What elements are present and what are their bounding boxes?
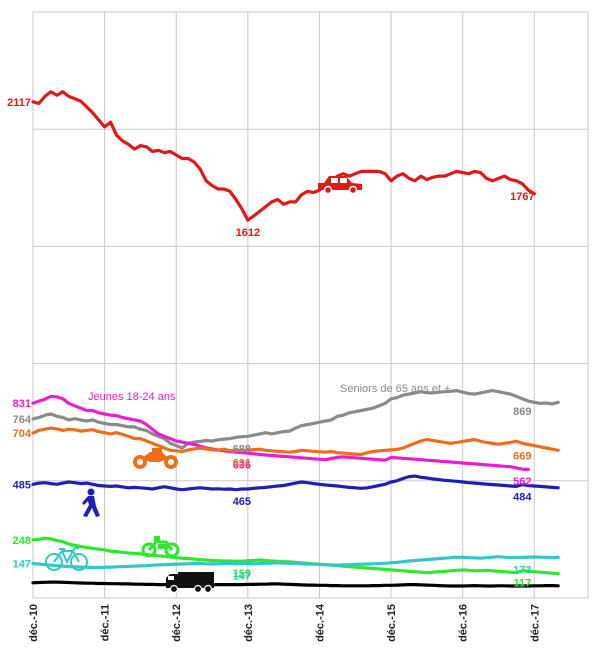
vehicle-icons: [45, 176, 362, 594]
series-line: [31, 474, 560, 492]
series-name: Jeunes 18-24 ans: [88, 391, 176, 403]
series-lines: [31, 90, 560, 588]
motorcycle-icon: [133, 448, 178, 469]
x-tick-label: déc.-14: [314, 603, 326, 642]
point-label: 485: [13, 479, 31, 491]
series-line: [31, 394, 530, 472]
point-label: 117: [513, 578, 531, 590]
x-axis-ticks: déc.-10 déc.-11 déc.-12 déc.-13 déc.-14 déc.-…: [28, 603, 541, 642]
series-line: [31, 426, 560, 457]
x-tick-label: déc.-16: [458, 604, 470, 642]
point-label: 1612: [236, 227, 260, 239]
series-line: [31, 90, 536, 222]
point-label: 147: [233, 571, 251, 583]
x-tick-label: déc.-13: [243, 604, 255, 642]
point-label: 764: [13, 414, 32, 426]
point-label: 147: [13, 559, 31, 571]
point-label: 2117: [7, 97, 31, 109]
truck-icon: [166, 572, 214, 594]
point-label: 636: [233, 460, 251, 472]
chart-grid: [32, 11, 589, 599]
point-label: 465: [233, 496, 251, 508]
point-label: 669: [513, 450, 531, 462]
series-names: Seniors de 65 ans et + Jeunes 18-24 ans: [88, 383, 450, 403]
x-tick-label: déc.-11: [100, 604, 112, 641]
point-label: 831: [13, 398, 31, 410]
point-label: 159: [233, 568, 251, 580]
bicycle-icon: [45, 547, 88, 571]
car-icon: [318, 176, 362, 195]
pedestrian-icon: [82, 488, 100, 517]
point-label: 631: [233, 457, 251, 469]
point-label: 1767: [510, 191, 534, 203]
point-label: 248: [13, 535, 31, 547]
x-tick-label: déc.-15: [386, 604, 398, 642]
x-tick-label: déc.-17: [529, 604, 541, 642]
x-tick-label: déc.-12: [171, 604, 183, 642]
x-tick-label: déc.-10: [28, 604, 40, 642]
point-label: 704: [13, 428, 32, 440]
point-label: 173: [513, 564, 531, 576]
point-labels: 2117 1612 1767 764 688 869 831 636 562 704 631 669 4…: [7, 97, 534, 590]
moped-icon: [141, 536, 180, 558]
point-label: 869: [513, 406, 531, 418]
series-name: Seniors de 65 ans et +: [340, 383, 450, 395]
series-line: [31, 389, 560, 450]
point-label: 562: [513, 476, 531, 488]
plot-frame: [32, 11, 589, 599]
point-label: 688: [233, 444, 251, 456]
point-label: 484: [513, 492, 532, 504]
series-line: [31, 555, 560, 570]
series-line: [31, 580, 560, 588]
